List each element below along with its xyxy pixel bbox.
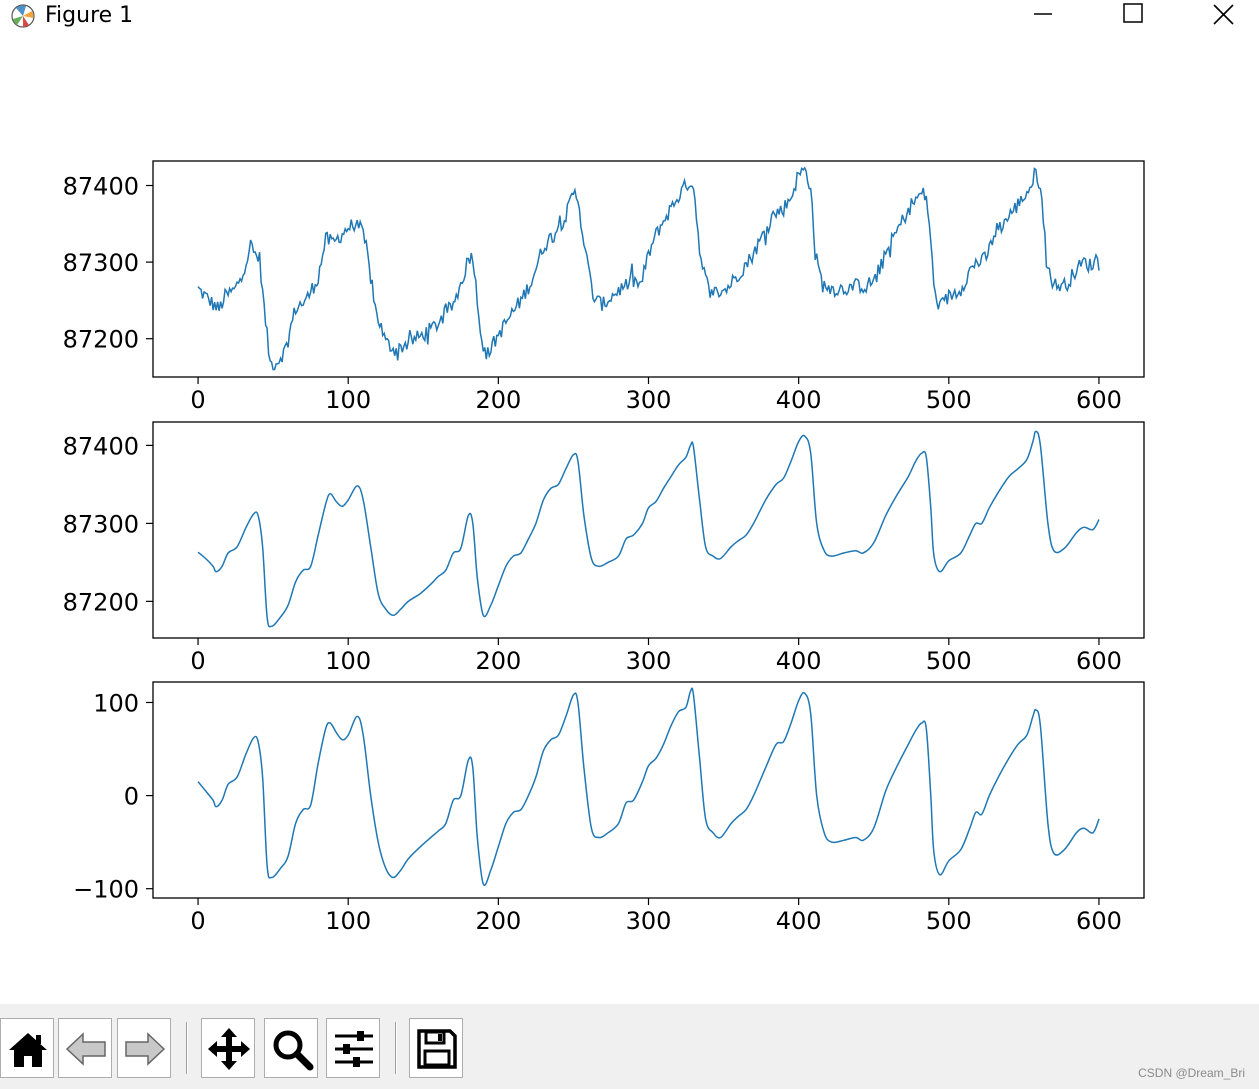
y-tick-label: −100 — [73, 876, 139, 904]
configure-subplots-button[interactable] — [326, 1018, 380, 1078]
x-tick-label: 600 — [1076, 907, 1122, 935]
maximize-button[interactable] — [1110, 0, 1156, 30]
x-tick-label: 500 — [926, 386, 972, 414]
series-line — [197, 687, 1100, 886]
x-tick-label: 600 — [1076, 386, 1122, 414]
sliders-icon — [335, 1031, 373, 1067]
axes-frame — [152, 160, 1145, 378]
forward-arrow-icon — [125, 1032, 166, 1066]
x-tick-label: 200 — [475, 907, 521, 935]
x-tick-label: 500 — [926, 907, 972, 935]
subplot-2: 0 100 200 300 400 500 600 87200 87300 87400 — [63, 421, 1145, 675]
y-tick-label: 87400 — [63, 173, 139, 201]
save-button[interactable] — [409, 1018, 463, 1078]
pan-button[interactable] — [201, 1018, 255, 1078]
forward-button[interactable] — [117, 1018, 171, 1078]
x-tick-label: 200 — [475, 386, 521, 414]
x-tick-label: 500 — [926, 647, 972, 675]
window-titlebar: Figure 1 — [0, 0, 1259, 32]
x-tick-label: 100 — [325, 386, 371, 414]
y-tick-label: 100 — [93, 689, 139, 717]
back-button[interactable] — [58, 1018, 112, 1078]
x-tick-label: 300 — [626, 907, 672, 935]
y-tick-label: 0 — [124, 783, 139, 811]
figure-canvas[interactable]: 0 100 200 300 400 500 600 87200 87300 87400 0 100 2… — [0, 32, 1259, 1004]
window-title: Figure 1 — [45, 3, 134, 28]
x-tick-label: 300 — [626, 647, 672, 675]
magnifier-icon — [273, 1030, 314, 1071]
x-tick-label: 400 — [776, 907, 822, 935]
y-tick-label: 87200 — [63, 326, 139, 354]
x-tick-label: 0 — [190, 647, 205, 675]
minimize-button[interactable] — [1020, 0, 1066, 30]
close-button[interactable] — [1200, 0, 1246, 30]
move-icon — [208, 1028, 250, 1070]
toolbar-separator — [186, 1022, 188, 1074]
axes-frame — [152, 681, 1145, 899]
x-tick-label: 300 — [626, 386, 672, 414]
x-tick-label: 600 — [1076, 647, 1122, 675]
subplot-1: 0 100 200 300 400 500 600 87200 87300 87400 — [63, 160, 1145, 414]
y-tick-label: 87300 — [63, 249, 139, 277]
close-icon — [1213, 4, 1234, 25]
home-icon — [9, 1033, 47, 1067]
watermark: CSDN @Dream_Bri — [1138, 1066, 1245, 1080]
x-tick-label: 400 — [776, 647, 822, 675]
matplotlib-logo-icon — [11, 4, 35, 28]
x-tick-label: 0 — [190, 907, 205, 935]
x-tick-label: 200 — [475, 647, 521, 675]
y-tick-label: 87200 — [63, 588, 139, 616]
navigation-toolbar: CSDN @Dream_Bri — [0, 1004, 1259, 1089]
home-button[interactable] — [0, 1018, 54, 1078]
y-tick-label: 87300 — [63, 510, 139, 538]
x-tick-label: 0 — [190, 386, 205, 414]
y-tick-label: 87400 — [63, 432, 139, 460]
x-tick-label: 400 — [776, 386, 822, 414]
axes-frame — [152, 421, 1145, 639]
zoom-button[interactable] — [264, 1018, 318, 1078]
series-line — [197, 430, 1100, 628]
floppy-disk-icon — [417, 1029, 457, 1069]
x-tick-label: 100 — [325, 647, 371, 675]
x-tick-label: 100 — [325, 907, 371, 935]
series-line — [197, 166, 1100, 371]
maximize-icon — [1123, 3, 1143, 23]
back-arrow-icon — [65, 1032, 106, 1066]
toolbar-separator — [395, 1022, 397, 1074]
subplot-3: 0 100 200 300 400 500 600 −100 0 100 — [73, 681, 1145, 935]
